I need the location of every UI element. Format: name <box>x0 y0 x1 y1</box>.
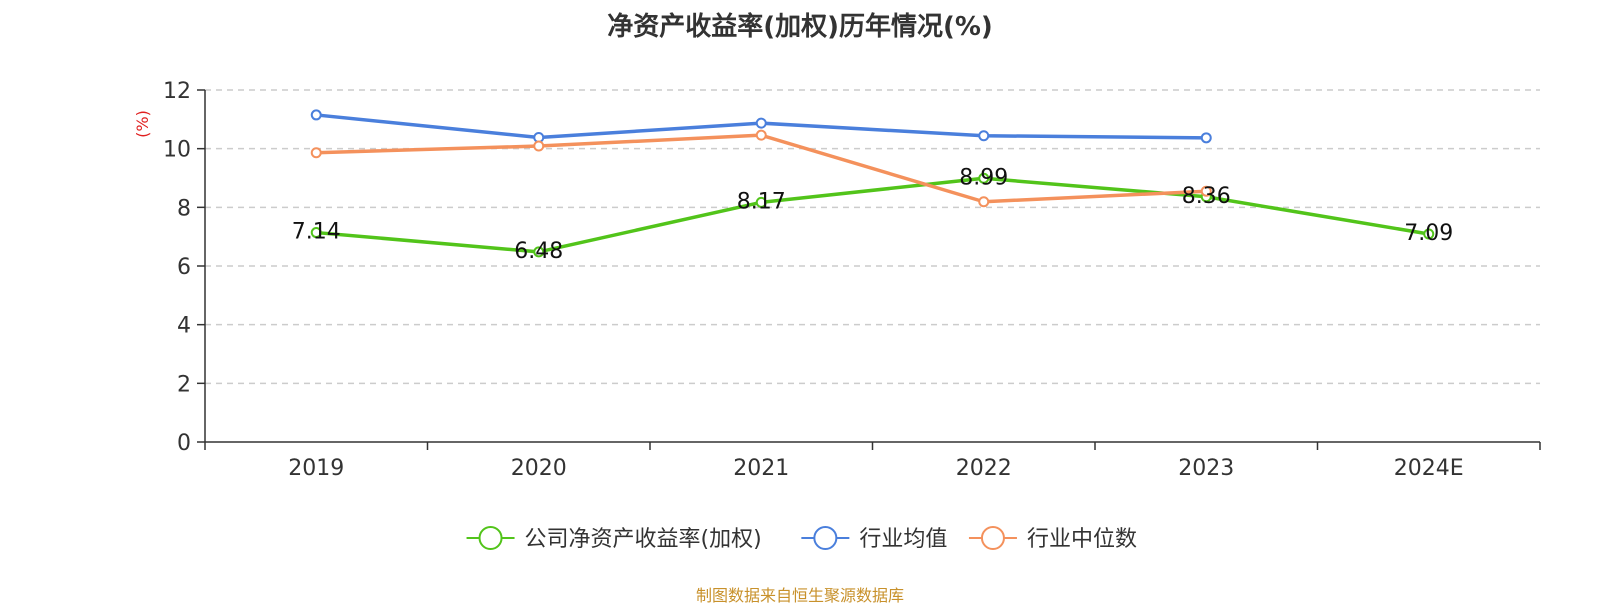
grid-lines <box>205 89 1540 385</box>
series-0-point-2019 <box>310 227 322 239</box>
data-label-2024E: 7.09 <box>1404 221 1453 246</box>
series-2-point-2023 <box>1200 185 1212 197</box>
legend-marker-0 <box>478 526 503 550</box>
x-tick-label-2022: 2022 <box>956 456 1012 481</box>
data-label-2023: 8.36 <box>1182 184 1231 209</box>
x-tick-label-2021: 2021 <box>733 456 789 481</box>
axes: 0 2 4 6 8 10 12 2019 2020 2021 2022 2023 2024E <box>163 79 1541 481</box>
series-2-point-2020 <box>533 140 545 152</box>
data-source-note: 制图数据来自恒生聚源数据库 <box>695 586 904 605</box>
data-labels: 7.14 6.48 8.17 8.99 8.36 7.09 <box>292 165 1453 264</box>
series-line-0 <box>316 176 1430 254</box>
chart-title: 净资产收益率(加权)历年情况(%) <box>607 12 993 42</box>
legend-label-1: 行业均值 <box>859 527 947 552</box>
series-1-point-2022 <box>978 130 990 142</box>
data-label-2020: 6.48 <box>514 239 563 264</box>
legend-label-0: 公司净资产收益率(加权) <box>525 527 762 552</box>
series-2-point-2022 <box>978 196 990 208</box>
data-label-2019: 7.14 <box>292 220 341 245</box>
series-1-point-2021 <box>755 117 767 129</box>
series-1-point-2023 <box>1200 132 1212 144</box>
series-0-point-2022 <box>978 172 990 184</box>
y-tick-label-10: 10 <box>163 138 191 163</box>
y-tick-label-8: 8 <box>177 196 191 221</box>
x-tick-label-2024E: 2024E <box>1394 456 1464 481</box>
x-tick-label-2020: 2020 <box>511 456 567 481</box>
x-tick-label-2019: 2019 <box>288 456 344 481</box>
y-tick-label-12: 12 <box>163 79 191 104</box>
series-2-point-2019 <box>310 147 322 159</box>
series-0-point-2021 <box>755 196 767 208</box>
y-tick-label-0: 0 <box>177 431 191 456</box>
series-0-point-2020 <box>533 246 545 258</box>
series-2-point-2021 <box>755 129 767 141</box>
y-axis-label: (%) <box>133 110 152 138</box>
series-0-point-2024E <box>1423 228 1435 240</box>
legend-label-2: 行业中位数 <box>1027 527 1137 552</box>
data-label-2022: 8.99 <box>959 165 1008 190</box>
legend-marker-2 <box>980 526 1005 550</box>
y-tick-label-2: 2 <box>177 372 191 397</box>
series-lines <box>310 109 1435 258</box>
series-1-point-2019 <box>310 109 322 121</box>
legend-marker-1 <box>813 526 838 550</box>
y-tick-label-6: 6 <box>177 255 191 280</box>
legend: 公司净资产收益率(加权) 行业均值 行业中位数 <box>466 526 1137 552</box>
y-tick-label-4: 4 <box>177 314 191 339</box>
x-tick-label-2023: 2023 <box>1178 456 1234 481</box>
data-label-2021: 8.17 <box>737 189 786 214</box>
